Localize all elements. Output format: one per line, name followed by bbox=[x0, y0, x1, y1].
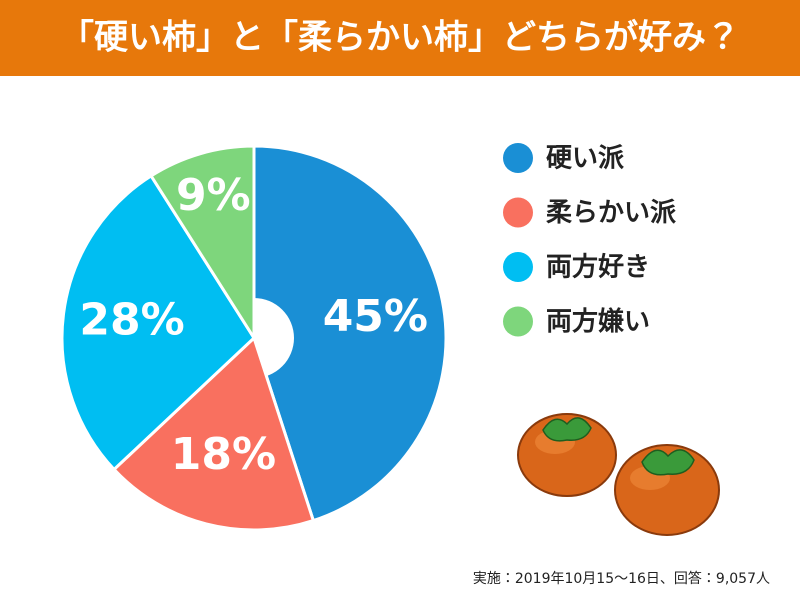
persimmon-illustration bbox=[517, 413, 720, 536]
value-label: 28% bbox=[79, 295, 184, 346]
pie: 45% 18% 28% 9% bbox=[60, 144, 448, 532]
chart-title: 「硬い柿」と「柔らかい柿」どちらが好み？ bbox=[60, 18, 740, 58]
pie-slice bbox=[149, 144, 256, 344]
value-label: 9% bbox=[176, 170, 251, 221]
pie-slice bbox=[252, 144, 448, 523]
title-bar bbox=[0, 0, 800, 76]
legend-label: 両方嫌い bbox=[546, 307, 650, 337]
legend-label: 柔らかい派 bbox=[546, 198, 676, 228]
pie-slice bbox=[111, 335, 316, 532]
legend-label: 両方好き bbox=[546, 253, 650, 283]
value-label: 45% bbox=[323, 291, 428, 342]
legend-marker bbox=[503, 143, 533, 173]
note: 実施：2019年10月15～16日、回答：9,057人 bbox=[473, 570, 770, 587]
legend-marker bbox=[503, 306, 533, 337]
pie-slice bbox=[60, 173, 256, 472]
legend-label: 硬い派 bbox=[546, 144, 624, 174]
value-label: 18% bbox=[171, 429, 276, 480]
legend-marker bbox=[503, 252, 533, 282]
legend-marker bbox=[503, 197, 533, 228]
